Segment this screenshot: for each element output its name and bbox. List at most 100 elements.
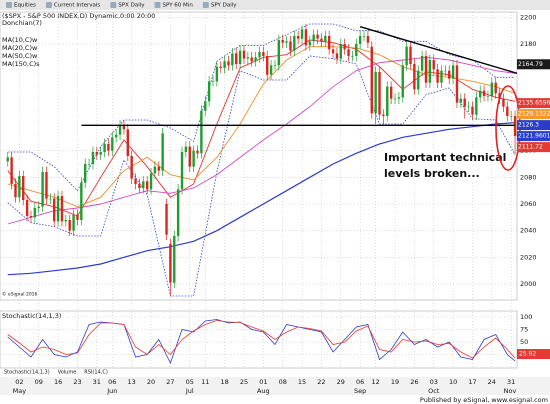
candle-body bbox=[231, 53, 234, 66]
candle-body bbox=[455, 65, 459, 103]
price-readout: 2126.3 bbox=[518, 122, 539, 129]
candle-body bbox=[366, 36, 370, 43]
candle-body bbox=[29, 216, 33, 218]
candle-body bbox=[235, 53, 238, 64]
x-tick-label: 11 bbox=[201, 378, 209, 386]
y-tick-label: 2000 bbox=[520, 280, 537, 288]
plot-layer: Equities Current Intervals SPX Daily SPY 60… bbox=[0, 2, 518, 395]
candle-body bbox=[413, 64, 416, 90]
month-label: Jun bbox=[106, 387, 117, 395]
candle-body bbox=[324, 36, 327, 42]
candle-body bbox=[463, 98, 466, 107]
candle-body bbox=[204, 101, 207, 111]
toolbar-icon bbox=[6, 2, 12, 8]
x-tick-label: 26 bbox=[410, 378, 418, 386]
stochastic-readout-box bbox=[517, 349, 550, 360]
candle-body bbox=[126, 129, 129, 156]
candle-body bbox=[509, 116, 513, 117]
x-tick-label: 18 bbox=[220, 378, 228, 386]
toolbar-item: SPY Daily bbox=[211, 3, 237, 9]
stochastic-line bbox=[7, 320, 516, 359]
candle-body bbox=[10, 157, 13, 184]
candle-body bbox=[409, 46, 412, 64]
x-tick-label: 31 bbox=[507, 378, 515, 386]
x-tick-label: 03 bbox=[430, 378, 438, 386]
candle-body bbox=[467, 106, 470, 108]
candle-body bbox=[331, 49, 335, 54]
candle-body bbox=[111, 137, 114, 151]
price-readout-box bbox=[517, 98, 550, 109]
candle-body bbox=[192, 150, 195, 167]
candle-body bbox=[258, 52, 261, 58]
candle-body bbox=[389, 86, 393, 99]
y-tick-label: 2040 bbox=[520, 227, 537, 235]
candle-body bbox=[293, 36, 296, 51]
candle-body bbox=[134, 178, 137, 184]
x-tick-label: 17 bbox=[468, 378, 476, 386]
panel-tab: Stochastic(14,1,3) bbox=[4, 370, 50, 376]
candle-body bbox=[37, 206, 40, 208]
x-tick-label: 31 bbox=[93, 378, 101, 386]
candle-body bbox=[289, 41, 292, 51]
candle-body bbox=[41, 172, 44, 207]
toolbar-icon bbox=[202, 2, 209, 8]
candle-body bbox=[56, 196, 60, 222]
candle-body bbox=[262, 52, 265, 56]
x-tick-label: 08 bbox=[279, 378, 287, 386]
toolbar-item: Current Intervals bbox=[54, 3, 100, 9]
candle-body bbox=[45, 172, 48, 199]
footer: Published by eSignal, www.esignal.com bbox=[420, 396, 548, 404]
candle-body bbox=[99, 152, 102, 155]
candle-body bbox=[103, 144, 106, 152]
chart-title: ($SPX - S&P 500 INDEX,D) Dynamic,0:00 20… bbox=[2, 12, 155, 20]
candle-body bbox=[149, 173, 153, 190]
candle-body bbox=[277, 40, 281, 66]
stochastic-title: Stochastic(14,1,3) bbox=[2, 312, 61, 320]
candle-body bbox=[33, 208, 37, 218]
x-tick-label: 09 bbox=[35, 378, 43, 386]
candle-body bbox=[351, 56, 354, 57]
candle-body bbox=[479, 90, 482, 98]
candle-body bbox=[358, 36, 362, 44]
candle-body bbox=[145, 181, 149, 190]
candle-body bbox=[219, 66, 222, 68]
y-tick-label: 2200 bbox=[520, 13, 537, 21]
candle-body bbox=[215, 66, 219, 82]
price-readout-box bbox=[517, 59, 550, 70]
price-readout: 2121.96013 bbox=[518, 133, 550, 140]
candle-body bbox=[475, 97, 478, 115]
x-tick-label: 27 bbox=[166, 378, 174, 386]
candle-body bbox=[471, 106, 474, 115]
month-label: Oct bbox=[428, 387, 440, 395]
candle-body bbox=[60, 196, 64, 222]
copyright: © eSignal 2016 bbox=[2, 291, 38, 298]
candle-body bbox=[451, 65, 455, 79]
stochastic-line bbox=[7, 319, 516, 365]
candle-body bbox=[448, 70, 451, 79]
candle-body bbox=[188, 146, 191, 167]
candle-body bbox=[506, 106, 509, 116]
candle-body bbox=[49, 198, 52, 200]
x-tick-label: 25 bbox=[240, 378, 248, 386]
candle-body bbox=[459, 98, 463, 103]
toolbar-item: Equities bbox=[14, 3, 36, 9]
toolbar-icon bbox=[154, 2, 161, 8]
y-tick-label: 50 bbox=[520, 338, 528, 346]
annotation: levels broken... bbox=[384, 167, 480, 180]
x-tick-label: 01 bbox=[259, 378, 267, 386]
moving-average bbox=[7, 46, 516, 208]
candle-body bbox=[281, 40, 284, 43]
month-label: Jul bbox=[185, 387, 194, 395]
candle-body bbox=[440, 70, 443, 83]
annotation: Important technical bbox=[384, 151, 506, 164]
x-tick-label: 05 bbox=[186, 378, 194, 386]
date-axis bbox=[0, 377, 550, 395]
candle-body bbox=[482, 90, 486, 96]
candle-body bbox=[300, 29, 304, 39]
x-tick-label: 13 bbox=[128, 378, 136, 386]
candle-body bbox=[304, 29, 308, 46]
x-tick-label: 02 bbox=[15, 378, 23, 386]
candle-body bbox=[386, 86, 389, 116]
candle-body bbox=[308, 41, 312, 46]
